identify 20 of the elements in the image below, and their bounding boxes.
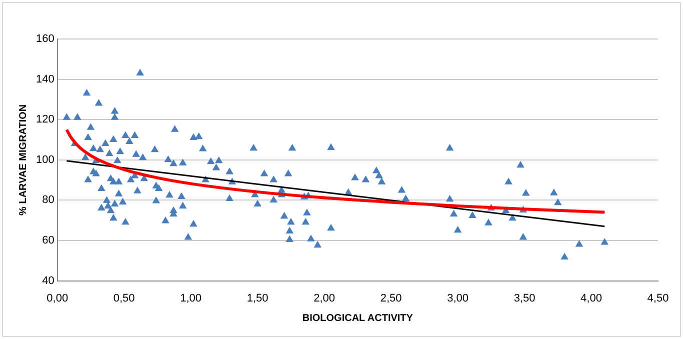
- y-tick-label: 160: [36, 33, 54, 46]
- x-tick-label: 4,00: [580, 292, 602, 304]
- x-tick-label: 0,00: [46, 292, 68, 304]
- y-tick-label: 140: [36, 73, 54, 86]
- y-tick-label: 60: [42, 234, 54, 247]
- x-tick-label: 2,00: [314, 292, 336, 304]
- x-tick-label: 1,50: [246, 292, 268, 304]
- y-axis-title: % LARVAE MIGRATION: [18, 104, 29, 216]
- y-tick-label: 120: [36, 114, 54, 126]
- x-tick-label: 2,50: [380, 292, 402, 304]
- x-tick-label: 3,50: [514, 292, 536, 304]
- x-axis-title: BIOLOGICAL ACTIVITY: [302, 312, 414, 324]
- y-tick-label: 80: [42, 194, 54, 206]
- line-series: [65, 128, 606, 214]
- y-tick-label: 100: [36, 154, 54, 166]
- x-tick-label: 4,50: [647, 292, 669, 304]
- y-tick-label: 40: [42, 274, 54, 287]
- x-tick-label: 1,00: [180, 292, 202, 304]
- x-tick-label: 0,50: [113, 292, 135, 304]
- x-tick-label: 3,00: [447, 292, 468, 304]
